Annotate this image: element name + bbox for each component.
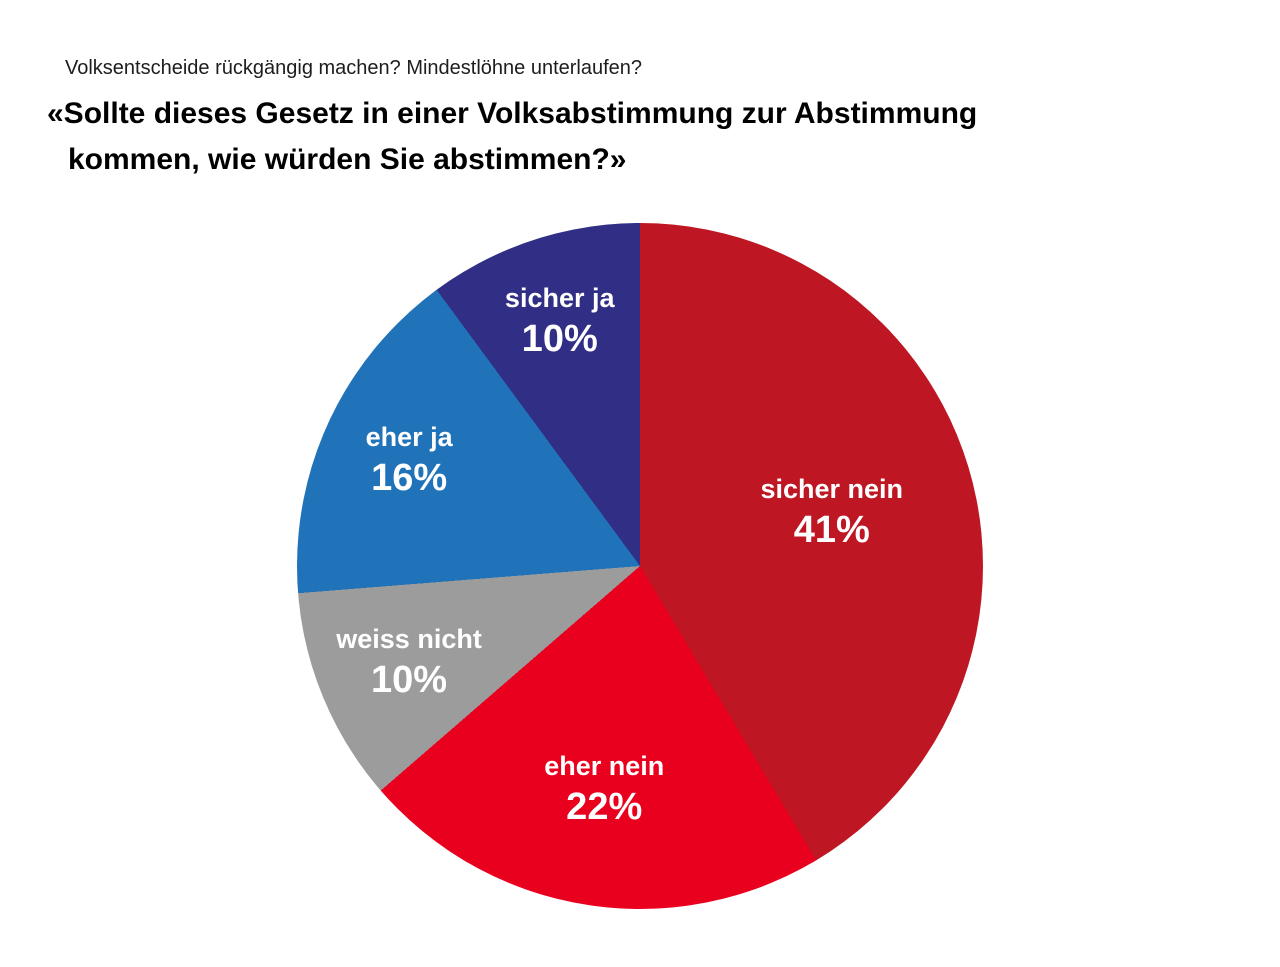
chart-subtitle: Volksentscheide rückgängig machen? Minde… [65,57,643,79]
slice-name: weiss nicht [336,623,482,654]
pie-slice-label-eher-ja: eher ja 16% [366,421,453,501]
slice-percentage: 16% [371,456,448,499]
slice-percentage: 10% [371,658,448,701]
slice-name: sicher nein [760,473,904,504]
pie-slice-label-eher-nein: eher nein 22% [544,750,664,830]
slice-name: sicher ja [504,282,615,313]
chart-title: «Sollte dieses Gesetz in einer Volksabst… [47,91,977,183]
chart-title-line-2: kommen, wie würden Sie abstimmen?» [68,143,627,176]
pie-slice-label-sicher-ja: sicher ja 10% [505,282,615,362]
slice-name: eher ja [365,421,453,452]
chart-title-line-1: «Sollte dieses Gesetz in einer Volksabst… [47,97,978,130]
slice-percentage: 22% [566,785,643,828]
pie-chart: sicher nein 41% eher nein 22% weiss nicht 10%… [297,223,983,909]
slice-percentage: 10% [521,317,598,360]
slice-name: eher nein [544,750,665,781]
pie-slice-label-weiss-nicht: weiss nicht 10% [336,623,482,703]
slice-percentage: 41% [793,508,870,551]
pie-slice-label-sicher-nein: sicher nein 41% [760,473,903,553]
